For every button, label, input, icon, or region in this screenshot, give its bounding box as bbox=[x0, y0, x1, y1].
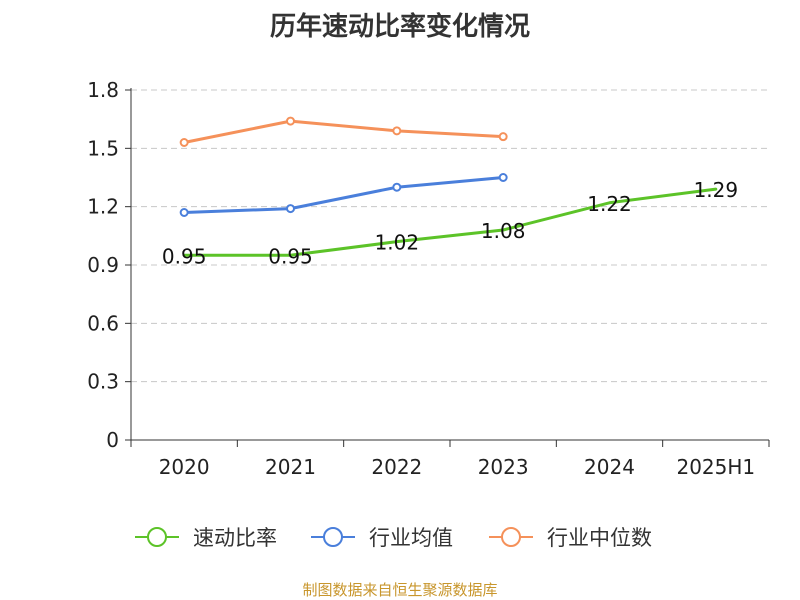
series-line-1 bbox=[182, 176, 505, 214]
data-point bbox=[392, 182, 402, 192]
y-tick-label: 0 bbox=[106, 428, 119, 452]
data-label: 1.22 bbox=[587, 192, 632, 216]
data-point bbox=[498, 173, 508, 182]
series-line-0 bbox=[182, 187, 718, 257]
series-line-2 bbox=[182, 119, 505, 144]
data-point bbox=[179, 138, 189, 147]
data-label: 0.95 bbox=[162, 244, 207, 268]
legend-label: 行业中位数 bbox=[547, 526, 652, 550]
x-tick-label: 2025H1 bbox=[676, 455, 755, 479]
data-label: 1.02 bbox=[375, 231, 420, 255]
legend-label: 速动比率 bbox=[193, 526, 277, 550]
data-label: 0.95 bbox=[268, 244, 313, 268]
data-label: 1.08 bbox=[481, 219, 526, 243]
chart-title: 历年速动比率变化情况 bbox=[269, 12, 530, 42]
data-point bbox=[286, 116, 295, 126]
data-point bbox=[498, 132, 508, 142]
data-point bbox=[179, 208, 189, 217]
source-note: 制图数据来自恒生聚源数据库 bbox=[302, 581, 498, 599]
legend-label: 行业均值 bbox=[369, 526, 453, 550]
legend-swatch-marker bbox=[323, 527, 343, 547]
data-label: 1.29 bbox=[694, 178, 739, 202]
x-tick-label: 2022 bbox=[371, 455, 422, 479]
y-tick-label: 0.6 bbox=[87, 311, 119, 335]
data-point bbox=[286, 204, 295, 214]
y-tick-label: 1.2 bbox=[87, 195, 119, 219]
y-tick-label: 0.9 bbox=[87, 253, 119, 277]
x-tick-label: 2020 bbox=[159, 455, 210, 479]
x-tick-label: 2021 bbox=[265, 455, 316, 479]
y-tick-label: 1.5 bbox=[87, 136, 119, 160]
legend-swatch-marker bbox=[147, 527, 167, 547]
x-tick-label: 2024 bbox=[584, 455, 635, 479]
x-tick-label: 2023 bbox=[478, 455, 529, 479]
data-point bbox=[392, 126, 402, 136]
y-tick-label: 1.8 bbox=[87, 78, 119, 102]
y-tick-label: 0.3 bbox=[87, 370, 119, 394]
legend-swatch-marker bbox=[501, 527, 521, 547]
